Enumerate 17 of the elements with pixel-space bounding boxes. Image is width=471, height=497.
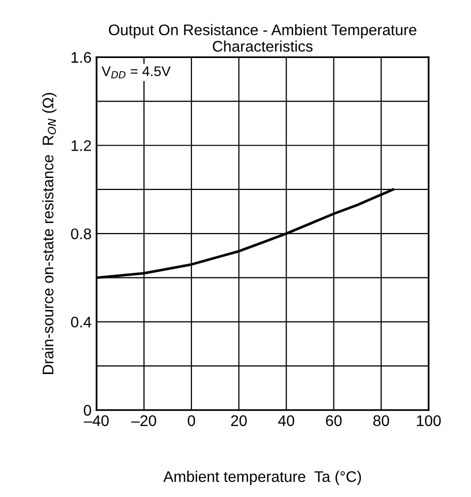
chart-title: Output On Resistance - Ambient Temperature Characteristics xyxy=(108,24,416,52)
x-tick-label: 0 xyxy=(188,415,196,426)
annotation: V$_{DD}$ = 4.5V xyxy=(102,66,171,78)
x-axis-title: Ambient temperature Ta (°C) xyxy=(163,470,361,486)
x-tick-label: –20 xyxy=(131,415,156,426)
y-tick-label: 1.2 xyxy=(72,140,91,151)
x-tick-label: 80 xyxy=(373,415,390,426)
y-tick-label: 1.6 xyxy=(72,52,92,63)
x-tick-label: 60 xyxy=(326,415,342,426)
y-tick-label: 0 xyxy=(84,404,92,416)
y-tick-label: 0.8 xyxy=(71,228,92,240)
x-tick-label: 40 xyxy=(278,415,294,426)
x-tick-label: –40 xyxy=(84,415,109,426)
y-axis-title: Drain-source on-state resistance R$_{ON}$ (Ω) xyxy=(42,93,56,374)
x-tick-label: 100 xyxy=(417,415,441,426)
y-tick-label: 0.4 xyxy=(71,316,92,328)
x-tick-label: 20 xyxy=(231,415,247,426)
